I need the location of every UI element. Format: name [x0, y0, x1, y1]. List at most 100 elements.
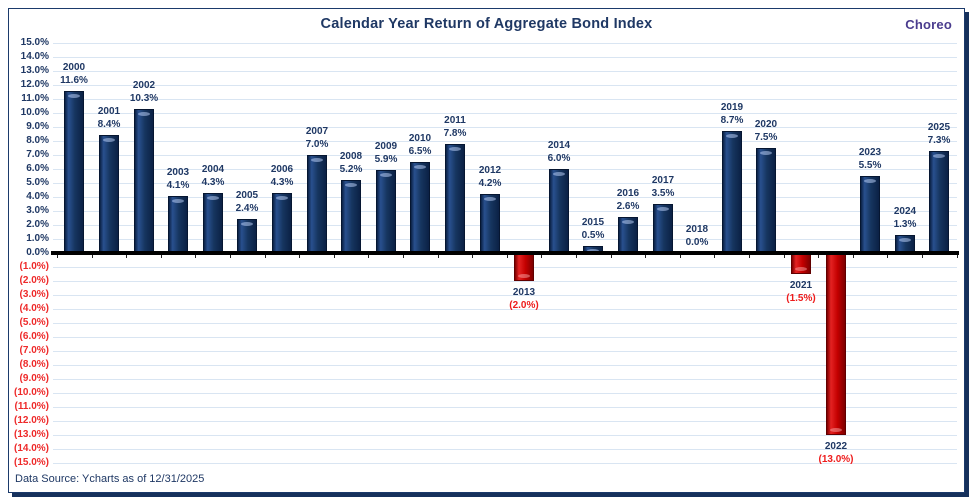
bar-label-2000: 2000 11.6%: [41, 61, 107, 87]
bar-value-label: (1.5%): [786, 293, 816, 304]
bar-year-label: 2001: [97, 106, 121, 117]
y-axis-tick-label: 11.0%: [21, 93, 49, 104]
x-axis-tick: [749, 255, 750, 258]
y-axis-tick-label: (8.0%): [19, 359, 49, 370]
bar-shine: [345, 183, 357, 187]
gridline: [53, 183, 957, 184]
y-axis-tick-label: (14.0%): [13, 443, 49, 454]
bar-label-2016: 2016 2.6%: [595, 187, 661, 213]
bar-year-label: 2020: [754, 119, 778, 130]
gridline: [53, 281, 957, 282]
bar-shine: [553, 172, 565, 176]
gridline: [53, 323, 957, 324]
bar-year-label: 2017: [651, 175, 675, 186]
bar-value-label: 5.2%: [339, 164, 363, 175]
gridline: [53, 211, 957, 212]
bar-shine: [276, 196, 288, 200]
bar-shine: [933, 154, 945, 158]
bar-label-2014: 2014 6.0%: [526, 139, 592, 165]
y-axis-tick-label: (10.0%): [13, 387, 49, 398]
bar-2012: [480, 194, 500, 253]
x-axis-tick: [818, 255, 819, 258]
bar-year-label: 2024: [893, 206, 917, 217]
bar-value-label: 4.2%: [478, 178, 502, 189]
y-axis-tick-label: (12.0%): [13, 415, 49, 426]
bar-label-2010: 2010 6.5%: [387, 132, 453, 158]
x-axis-tick: [92, 255, 93, 258]
x-axis-tick: [57, 255, 58, 258]
bar-year-label: 2011: [444, 115, 466, 126]
gridline: [53, 155, 957, 156]
bar-year-label: 2002: [132, 80, 156, 91]
bar-shine: [241, 222, 253, 226]
gridline: [53, 351, 957, 352]
bar-year-label: 2014: [547, 140, 571, 151]
bar-2000: [64, 91, 84, 253]
bar-value-label: 3.5%: [651, 188, 675, 199]
gridline: [53, 421, 957, 422]
bar-value-label: 4.1%: [166, 180, 190, 191]
bar-value-label: 1.3%: [893, 219, 917, 230]
zero-baseline: [51, 251, 959, 255]
x-axis-tick: [645, 255, 646, 258]
bar-2011: [445, 144, 465, 253]
x-axis-tick: [853, 255, 854, 258]
bar-value-label: 6.0%: [547, 153, 571, 164]
x-axis-tick: [161, 255, 162, 258]
x-axis-tick: [887, 255, 888, 258]
x-axis-tick: [195, 255, 196, 258]
y-axis-tick-label: 6.0%: [26, 163, 49, 174]
data-source-note: Data Source: Ycharts as of 12/31/2025: [15, 473, 205, 485]
x-axis-tick: [680, 255, 681, 258]
bar-shine: [518, 274, 530, 278]
bar-year-label: 2006: [270, 164, 294, 175]
gridline: [53, 127, 957, 128]
x-axis-tick: [368, 255, 369, 258]
bar-value-label: (13.0%): [818, 454, 854, 465]
gridline: [53, 113, 957, 114]
gridline: [53, 337, 957, 338]
bar-2016: [618, 217, 638, 253]
bar-shine: [726, 134, 738, 138]
y-axis-tick-label: (13.0%): [13, 429, 49, 440]
bar-label-2024: 2024 1.3%: [872, 205, 938, 231]
x-axis-tick: [472, 255, 473, 258]
bar-shine: [68, 94, 80, 98]
x-axis-tick: [299, 255, 300, 258]
bar-value-label: 0.5%: [581, 230, 605, 241]
bar-shine: [864, 179, 876, 183]
bar-value-label: 8.7%: [720, 115, 744, 126]
y-axis-tick-label: (15.0%): [13, 457, 49, 468]
gridline: [53, 225, 957, 226]
bar-value-label: (2.0%): [509, 300, 539, 311]
bar-label-2021: 2021 (1.5%): [768, 279, 834, 305]
bar-value-label: 7.5%: [754, 132, 778, 143]
gridline: [53, 239, 957, 240]
bar-2010: [410, 162, 430, 253]
x-axis-tick: [230, 255, 231, 258]
bar-label-2009: 2009 5.9%: [353, 140, 419, 166]
bar-value-label: 0.0%: [685, 237, 709, 248]
y-axis-tick-label: 14.0%: [20, 51, 49, 62]
bar-label-2011: 2011 7.8%: [422, 114, 488, 140]
bar-shine: [311, 158, 323, 162]
gridline: [53, 309, 957, 310]
y-axis-tick-label: 3.0%: [26, 205, 49, 216]
bar-year-label: 2016: [616, 188, 640, 199]
y-axis-tick-label: 10.0%: [20, 107, 49, 118]
bar-year-label: 2023: [858, 147, 882, 158]
bar-label-2012: 2012 4.2%: [457, 164, 523, 190]
bar-year-label: 2004: [201, 164, 225, 175]
bar-year-label: 2021: [789, 280, 813, 291]
gridline: [53, 43, 957, 44]
y-axis-tick-label: 4.0%: [26, 191, 49, 202]
x-axis-tick: [265, 255, 266, 258]
bar-shine: [899, 238, 911, 242]
bar-year-label: 2018: [685, 224, 709, 235]
gridline: [53, 267, 957, 268]
gridline: [53, 393, 957, 394]
bar-year-label: 2007: [305, 126, 329, 137]
y-axis-tick-label: 7.0%: [26, 149, 49, 160]
bar-label-2005: 2005 2.4%: [214, 189, 280, 215]
bar-shine: [380, 173, 392, 177]
